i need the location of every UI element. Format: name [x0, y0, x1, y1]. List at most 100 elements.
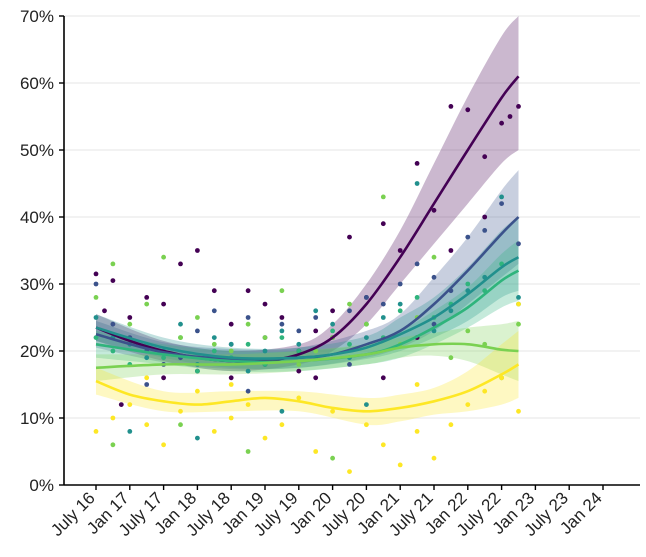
- data-point: [313, 449, 319, 454]
- data-point: [228, 375, 234, 381]
- data-point: [245, 321, 251, 327]
- data-point: [93, 295, 99, 300]
- data-point: [195, 368, 200, 374]
- data-point: [245, 288, 251, 294]
- data-point: [313, 308, 319, 314]
- data-point: [195, 435, 200, 441]
- data-point: [245, 402, 251, 407]
- data-point: [127, 402, 133, 407]
- data-point: [364, 321, 369, 327]
- y-tick-label: 50%: [20, 141, 54, 160]
- data-point: [195, 388, 200, 394]
- data-point: [347, 234, 352, 240]
- data-point: [195, 248, 200, 253]
- trend-lines: [95, 75, 520, 413]
- data-point: [228, 321, 234, 327]
- confidence-band: [96, 330, 519, 426]
- data-point: [279, 315, 285, 320]
- data-point: [414, 382, 420, 387]
- y-tick-label: 30%: [20, 275, 54, 294]
- data-point: [448, 422, 454, 428]
- data-point: [245, 341, 251, 347]
- data-point: [110, 442, 116, 448]
- data-point: [228, 341, 234, 347]
- data-point: [397, 301, 403, 307]
- y-tick-label: 20%: [20, 342, 54, 361]
- data-point: [262, 348, 268, 354]
- data-point: [93, 429, 99, 434]
- data-point: [482, 228, 488, 233]
- data-point: [516, 104, 521, 109]
- data-point: [330, 321, 335, 327]
- data-point: [245, 449, 251, 454]
- data-point: [262, 301, 268, 307]
- data-point: [397, 248, 403, 253]
- data-point: [347, 362, 352, 367]
- data-point: [499, 201, 504, 207]
- data-point: [127, 321, 133, 327]
- data-point: [161, 442, 167, 448]
- data-point: [144, 375, 150, 381]
- data-point: [465, 281, 471, 287]
- data-point: [178, 408, 183, 414]
- data-point: [127, 315, 133, 320]
- data-point: [228, 382, 234, 387]
- data-point: [448, 355, 454, 361]
- data-point: [178, 261, 183, 267]
- data-point: [414, 429, 420, 434]
- data-point: [465, 328, 471, 334]
- data-point: [161, 254, 167, 260]
- confidence-band: [96, 16, 519, 372]
- data-point: [313, 328, 319, 334]
- data-point: [296, 341, 302, 347]
- data-point: [279, 328, 285, 334]
- data-point: [516, 301, 521, 307]
- data-point: [516, 321, 521, 327]
- data-point: [195, 315, 200, 320]
- data-point: [228, 348, 234, 354]
- data-point: [144, 295, 150, 300]
- data-point: [397, 462, 403, 468]
- data-point: [144, 422, 150, 428]
- data-point: [330, 308, 335, 314]
- data-point: [279, 321, 285, 327]
- data-point: [499, 194, 504, 200]
- data-point: [93, 271, 99, 277]
- data-point: [178, 335, 183, 340]
- data-point: [110, 321, 116, 327]
- data-point: [228, 415, 234, 421]
- data-point: [414, 161, 420, 166]
- data-point: [414, 295, 420, 300]
- y-tick-label: 60%: [20, 74, 54, 93]
- data-point: [211, 288, 217, 294]
- data-point: [245, 368, 251, 374]
- data-point: [279, 408, 285, 414]
- data-points: [93, 104, 521, 474]
- data-point: [499, 375, 504, 381]
- data-point: [144, 382, 150, 387]
- data-point: [380, 315, 386, 320]
- y-tick-label: 0%: [29, 476, 54, 495]
- trend-line: [95, 342, 519, 370]
- data-point: [431, 455, 437, 461]
- trend-line: [95, 363, 520, 413]
- data-point: [161, 375, 167, 381]
- data-point: [279, 288, 285, 294]
- data-point: [414, 261, 420, 267]
- data-point: [516, 408, 521, 414]
- data-point: [347, 341, 352, 347]
- data-point: [262, 335, 268, 340]
- confidence-band: [96, 170, 519, 370]
- data-point: [380, 375, 386, 381]
- data-point: [211, 429, 217, 434]
- data-point: [364, 335, 369, 340]
- data-point: [347, 469, 352, 474]
- data-point: [364, 422, 369, 428]
- data-point: [296, 362, 302, 367]
- data-point: [93, 281, 99, 287]
- data-point: [431, 321, 437, 327]
- data-point: [110, 415, 116, 421]
- data-point: [516, 241, 521, 247]
- data-point: [465, 107, 471, 113]
- data-point: [414, 181, 420, 186]
